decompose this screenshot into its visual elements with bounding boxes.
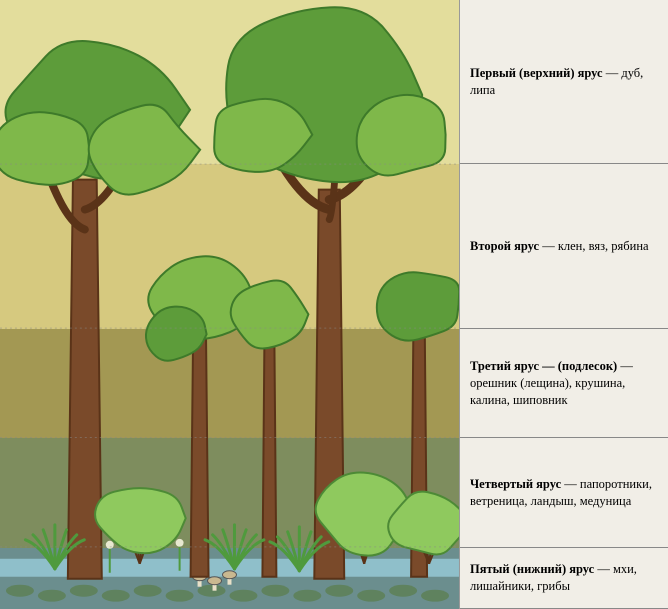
legend-tier1: Первый (верхний) ярус — дуб, липа [460, 0, 668, 164]
vegetation-svg [0, 0, 459, 608]
forest-tiers-diagram: Первый (верхний) ярус — дуб, липа Второй … [0, 0, 668, 609]
legend-tier3: Третий ярус — (подлесок) — орешник (лещи… [460, 329, 668, 439]
legend-title: Второй ярус — клен, вяз, рябина [470, 238, 660, 255]
legend-tier2: Второй ярус — клен, вяз, рябина [460, 164, 668, 328]
illustration-panel [0, 0, 460, 609]
legend-panel: Первый (верхний) ярус — дуб, липа Второй … [460, 0, 668, 609]
legend-title: Первый (верхний) ярус — дуб, липа [470, 65, 660, 99]
legend-title: Четвертый ярус — папоротники, ветреница,… [470, 476, 660, 510]
legend-tier4: Четвертый ярус — папоротники, ветреница,… [460, 438, 668, 548]
legend-title: Пятый (нижний) ярус — мхи, лишайники, гр… [470, 561, 660, 595]
legend-tier5: Пятый (нижний) ярус — мхи, лишайники, гр… [460, 548, 668, 609]
legend-title: Третий ярус — (подлесок) — орешник (лещи… [470, 358, 660, 409]
